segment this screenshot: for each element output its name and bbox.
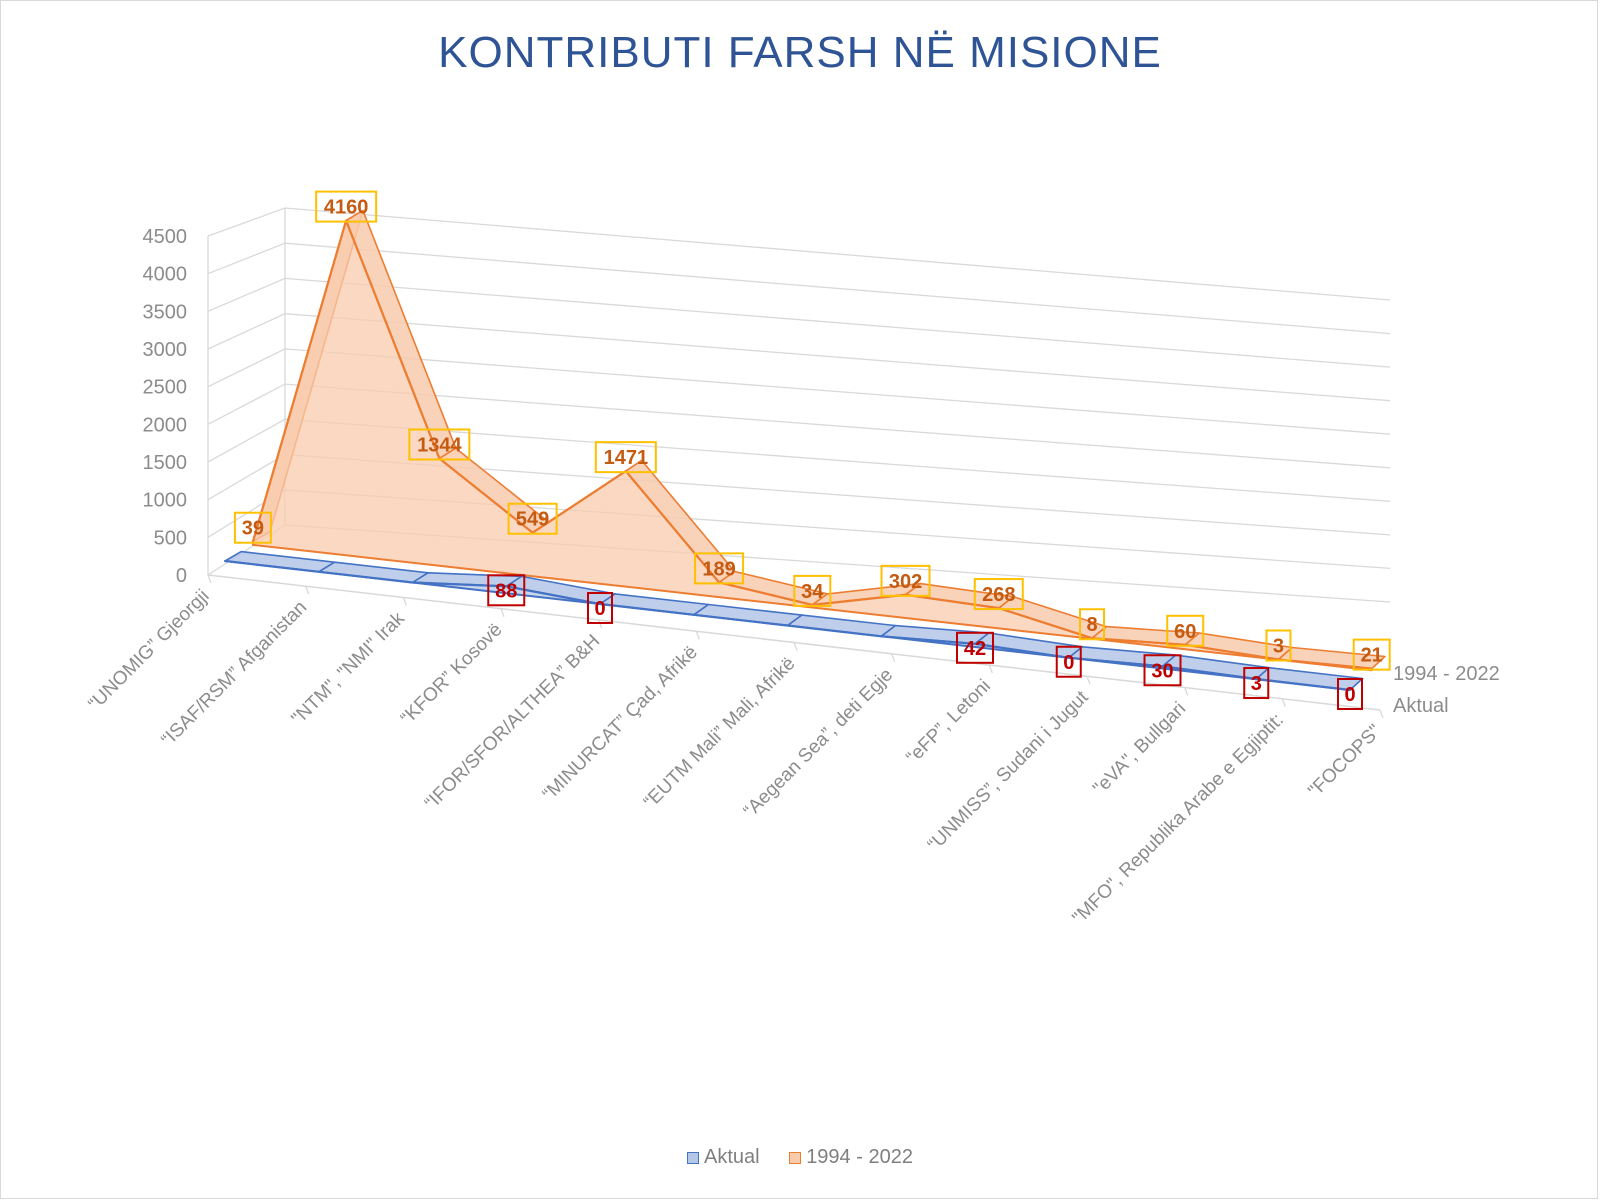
x-tick-label: “IFOR/SFOR/ALTHEA” B&H — [421, 631, 604, 814]
data-label-1994-2022-label-box — [1265, 629, 1292, 662]
data-label-1994-2022-label: 39 — [242, 518, 264, 540]
data-label-aktual-label: 88 — [495, 580, 517, 602]
legend-label-1994-2022: 1994 - 2022 — [806, 1146, 913, 1168]
depth-label-1994-2022: 1994 - 2022 — [1393, 663, 1500, 685]
x-tick-label: "MFO", Republika Arabe e Egjiptit: — [1069, 709, 1288, 928]
data-label-1994-2022-label: 8 — [1086, 614, 1097, 636]
data-label-1994-2022-label-box — [1079, 608, 1105, 641]
legend-swatch-1994-2022 — [789, 1151, 802, 1164]
y-tick-label: 1000 — [143, 490, 188, 512]
series-aktual-top-segment — [224, 550, 336, 573]
series-aktual — [224, 550, 1364, 692]
data-label-aktual-label: 30 — [1151, 660, 1173, 682]
x-tick-label: "FOCOPS" — [1304, 721, 1385, 802]
y-tick-label: 2500 — [143, 377, 188, 399]
chart-title: KONTRIBUTI FARSH NË MISIONE — [438, 28, 1162, 77]
y-tick-label: 1500 — [143, 452, 188, 474]
data-label-aktual-label: 0 — [1063, 652, 1074, 674]
data-label-1994-2022-label: 34 — [801, 581, 824, 603]
data-label-1994-2022-label: 3 — [1273, 635, 1284, 657]
data-label-aktual-label: 0 — [594, 598, 605, 620]
data-label-1994-2022-label-box — [694, 552, 745, 585]
series-aktual-line — [224, 559, 1351, 692]
data-label-1994-2022-label: 302 — [889, 571, 922, 593]
data-label-aktual-label-box — [1055, 645, 1082, 678]
data-label-aktual-label-box — [487, 574, 526, 607]
y-tick-label: 4500 — [143, 226, 188, 248]
data-label-aktual-label-box — [587, 592, 613, 624]
x-tick — [305, 586, 310, 595]
series-1994-2022 — [251, 209, 1386, 672]
data-label-1994-2022-label-box — [973, 578, 1024, 611]
depth-label-aktual: Aktual — [1393, 695, 1449, 717]
data-label-aktual-label: 0 — [1344, 684, 1355, 706]
x-tick-label: "NTM", "NMI" Irak — [288, 608, 410, 730]
x-tick — [988, 664, 993, 674]
data-label-1994-2022-label: 1344 — [417, 434, 462, 456]
data-label-1994-2022-label-box — [793, 574, 832, 607]
y-tick-label: 2000 — [143, 414, 188, 436]
data-label-1994-2022-label: 60 — [1174, 621, 1196, 643]
x-tick-label: "eVA", Bullgari — [1089, 698, 1190, 799]
x-tick-label: “KFOR” Kosovë — [397, 619, 507, 729]
data-label-1994-2022-label-box — [1166, 614, 1205, 647]
legend-item-1994-2022[interactable]: 1994 - 2022 — [789, 1146, 913, 1169]
x-tick — [1184, 687, 1189, 696]
series-aktual-top-segment — [599, 593, 710, 616]
data-label-1994-2022-label: 1471 — [604, 447, 649, 469]
legend-swatch-aktual — [687, 1151, 700, 1164]
x-tick-label: “eFP”, Letoni — [902, 676, 995, 769]
y-tick-label: 3500 — [143, 301, 188, 323]
data-label-1994-2022-label: 268 — [982, 584, 1015, 606]
data-label-aktual-label: 42 — [964, 638, 986, 660]
x-tick — [1281, 698, 1286, 707]
data-label-1994-2022-label: 549 — [516, 509, 549, 531]
data-label-1994-2022-label-box — [880, 564, 931, 597]
data-label-1994-2022-label-box — [507, 502, 558, 535]
x-tick — [402, 597, 407, 606]
legend: Aktual 1994 - 2022 — [0, 1146, 1600, 1170]
series-aktual-top-segment — [317, 561, 429, 584]
y-tick-label: 0 — [176, 565, 187, 587]
x-tick — [500, 608, 505, 617]
x-tick — [793, 642, 798, 651]
y-tick-label: 3000 — [143, 339, 188, 361]
data-label-1994-2022-label-box — [233, 511, 272, 544]
data-label-aktual-label: 3 — [1251, 673, 1262, 695]
data-label-aktual-label-box — [1243, 667, 1270, 700]
y-axis: 0 500 1000 1500 2000 2500 3000 3500 4000 4500 — [143, 226, 188, 587]
y-tick-label: 4000 — [143, 264, 188, 286]
x-tick — [695, 631, 700, 640]
series-aktual-top-segment — [692, 603, 803, 627]
data-label-1994-2022-label: 189 — [702, 558, 735, 580]
x-tick — [207, 574, 212, 584]
data-label-1994-2022-label-box — [1352, 638, 1391, 671]
data-label-1994-2022-label-box — [408, 428, 471, 461]
x-tick-label: “UNOMIG” Gjeorgji — [84, 586, 213, 715]
data-labels: 39 4160 1344 549 1471 189 34 302 268 8 60 3 21 88 0 42 0… — [233, 190, 1391, 710]
y-tick-label: 500 — [154, 527, 187, 549]
data-label-1994-2022-label-box — [315, 190, 378, 223]
data-label-1994-2022-label-box — [594, 441, 657, 474]
x-tick — [1086, 676, 1091, 685]
x-tick — [891, 653, 896, 662]
series-aktual-top-segment — [786, 614, 897, 638]
data-label-aktual-label-box — [1143, 654, 1182, 687]
data-label-aktual-label-box — [956, 631, 994, 664]
legend-label-aktual: Aktual — [704, 1146, 760, 1168]
data-label-1994-2022-label: 4160 — [324, 197, 369, 219]
legend-item-aktual[interactable]: Aktual — [687, 1146, 760, 1169]
x-tick — [1379, 709, 1384, 719]
data-label-1994-2022-label: 21 — [1361, 645, 1383, 667]
data-label-aktual-label-box — [1337, 678, 1363, 710]
depth-axis: 1994 - 2022 Aktual — [1393, 663, 1500, 717]
